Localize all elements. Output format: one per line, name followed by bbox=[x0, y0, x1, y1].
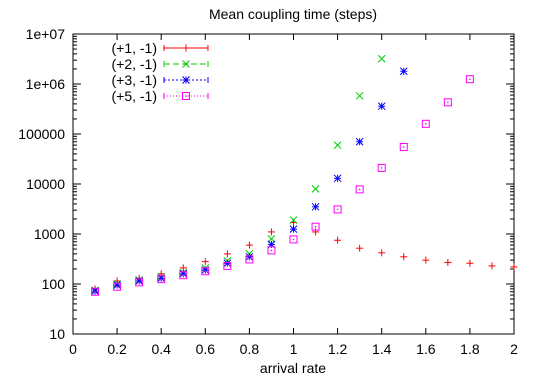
data-point bbox=[289, 216, 298, 224]
legend-label: (+1, -1) bbox=[111, 40, 157, 56]
data-point bbox=[312, 228, 320, 236]
series-1 bbox=[91, 218, 518, 293]
legend-item: (+2, -1) bbox=[111, 56, 209, 72]
data-point bbox=[443, 98, 452, 107]
data-point bbox=[466, 259, 474, 267]
legend-marker bbox=[182, 60, 190, 68]
x-axis-label: arrival rate bbox=[260, 360, 326, 376]
data-point bbox=[355, 91, 364, 100]
data-point bbox=[399, 142, 408, 151]
legend-label: (+3, -1) bbox=[111, 72, 157, 88]
data-point bbox=[223, 261, 232, 270]
x-tick-label: 0.2 bbox=[107, 341, 127, 357]
data-point bbox=[422, 256, 430, 264]
data-point bbox=[355, 137, 364, 146]
series-layer bbox=[91, 54, 518, 296]
data-point bbox=[267, 228, 275, 236]
data-point bbox=[201, 267, 210, 276]
data-point bbox=[245, 255, 254, 264]
x-tick-label: 0 bbox=[69, 341, 77, 357]
y-tick-label: 100000 bbox=[18, 126, 65, 142]
x-tick-label: 1.2 bbox=[328, 341, 348, 357]
x-tick-label: 1.4 bbox=[372, 341, 392, 357]
data-point bbox=[333, 174, 342, 183]
x-tick-label: 0.4 bbox=[151, 341, 171, 357]
data-point bbox=[378, 249, 386, 257]
legend-label: (+2, -1) bbox=[111, 56, 157, 72]
data-point bbox=[311, 202, 320, 211]
data-point bbox=[510, 263, 518, 271]
chart-title: Mean coupling time (steps) bbox=[209, 6, 377, 22]
data-point bbox=[333, 141, 342, 149]
data-point bbox=[91, 287, 100, 296]
data-point bbox=[488, 262, 496, 270]
data-point bbox=[289, 225, 298, 234]
legend-item: (+5, -1) bbox=[111, 88, 209, 104]
data-point bbox=[400, 253, 408, 261]
data-point bbox=[179, 264, 187, 272]
y-tick-label: 1e+07 bbox=[26, 26, 66, 42]
data-point bbox=[355, 185, 364, 194]
legend-marker bbox=[182, 44, 190, 52]
x-tick-label: 0.6 bbox=[196, 341, 216, 357]
legend-marker bbox=[182, 76, 190, 84]
data-point bbox=[267, 234, 276, 243]
series-2 bbox=[91, 54, 386, 295]
data-point bbox=[399, 67, 408, 76]
data-point bbox=[377, 102, 386, 111]
legend: (+1, -1)(+2, -1)(+3, -1)(+5, -1) bbox=[111, 40, 209, 104]
legend-item: (+1, -1) bbox=[111, 40, 209, 56]
series-4 bbox=[91, 75, 474, 296]
data-point bbox=[267, 246, 276, 255]
data-point bbox=[377, 54, 386, 63]
legend-marker bbox=[182, 92, 190, 100]
x-tick-label: 2 bbox=[510, 341, 518, 357]
x-tick-label: 1 bbox=[290, 341, 298, 357]
x-tick-label: 1.8 bbox=[460, 341, 480, 357]
data-point bbox=[289, 235, 298, 244]
data-point bbox=[333, 205, 342, 214]
data-point bbox=[179, 271, 188, 280]
legend-label: (+5, -1) bbox=[111, 88, 157, 104]
data-point bbox=[201, 258, 209, 266]
series-3 bbox=[91, 67, 408, 295]
y-tick-label: 1000 bbox=[34, 226, 65, 242]
data-point bbox=[465, 75, 474, 84]
y-tick-label: 10000 bbox=[26, 176, 65, 192]
data-point bbox=[245, 241, 253, 249]
legend-item: (+3, -1) bbox=[111, 72, 209, 88]
y-tick-label: 100 bbox=[42, 276, 66, 292]
y-tick-label: 10 bbox=[49, 326, 65, 342]
data-point bbox=[444, 258, 452, 266]
y-axis-ticks: 10 100 1000 10000 100000 1e+06 1e+07 bbox=[18, 26, 514, 342]
data-point bbox=[377, 163, 386, 172]
data-point bbox=[245, 252, 254, 261]
x-tick-label: 0.8 bbox=[240, 341, 260, 357]
x-tick-label: 1.6 bbox=[416, 341, 436, 357]
data-point bbox=[223, 250, 231, 258]
data-point bbox=[113, 282, 122, 291]
data-point bbox=[223, 259, 232, 268]
x-axis-ticks: 0 0.2 0.4 0.6 0.8 1 1.2 1.4 1.6 1.8 2 bbox=[69, 34, 518, 357]
data-point bbox=[311, 222, 320, 231]
data-point bbox=[421, 119, 430, 128]
data-point bbox=[157, 275, 166, 284]
y-tick-label: 1e+06 bbox=[26, 76, 66, 92]
data-point bbox=[135, 278, 144, 287]
data-point bbox=[356, 244, 364, 252]
data-point bbox=[311, 184, 320, 193]
data-point bbox=[334, 236, 342, 244]
